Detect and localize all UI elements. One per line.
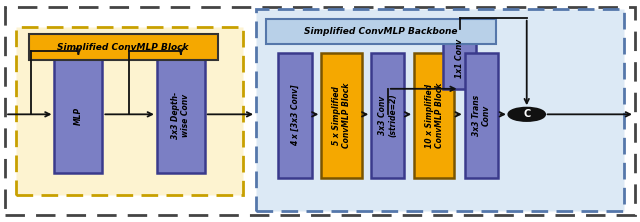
Text: Simplified ConvMLP Block: Simplified ConvMLP Block — [58, 43, 189, 52]
Bar — [157, 58, 205, 173]
Bar — [266, 19, 496, 44]
Text: C: C — [523, 109, 531, 119]
Bar — [29, 34, 218, 60]
Bar — [256, 9, 624, 211]
Text: 3x3 Trans
Conv: 3x3 Trans Conv — [472, 95, 491, 136]
Text: 10 x Simplified
ConvMLP Block: 10 x Simplified ConvMLP Block — [424, 83, 444, 148]
Text: Simplified ConvMLP Backbone: Simplified ConvMLP Backbone — [304, 27, 458, 36]
Bar — [371, 53, 404, 178]
Circle shape — [509, 108, 545, 121]
Bar — [443, 29, 476, 89]
Text: 3x3 Conv
(stride=2): 3x3 Conv (stride=2) — [378, 93, 397, 137]
Bar — [465, 53, 498, 178]
Text: 1x1 Conv: 1x1 Conv — [455, 39, 464, 78]
Text: 5 x Simplified
ConvMLP Block: 5 x Simplified ConvMLP Block — [332, 83, 351, 148]
Bar — [414, 53, 454, 178]
Bar — [278, 53, 312, 178]
Bar — [54, 58, 102, 173]
Bar — [321, 53, 362, 178]
Bar — [16, 27, 243, 195]
Text: MLP: MLP — [74, 106, 83, 125]
Text: 4 x [3x3 Conv]: 4 x [3x3 Conv] — [291, 85, 300, 146]
Text: 3x3 Depth-
wise Conv: 3x3 Depth- wise Conv — [171, 92, 191, 139]
